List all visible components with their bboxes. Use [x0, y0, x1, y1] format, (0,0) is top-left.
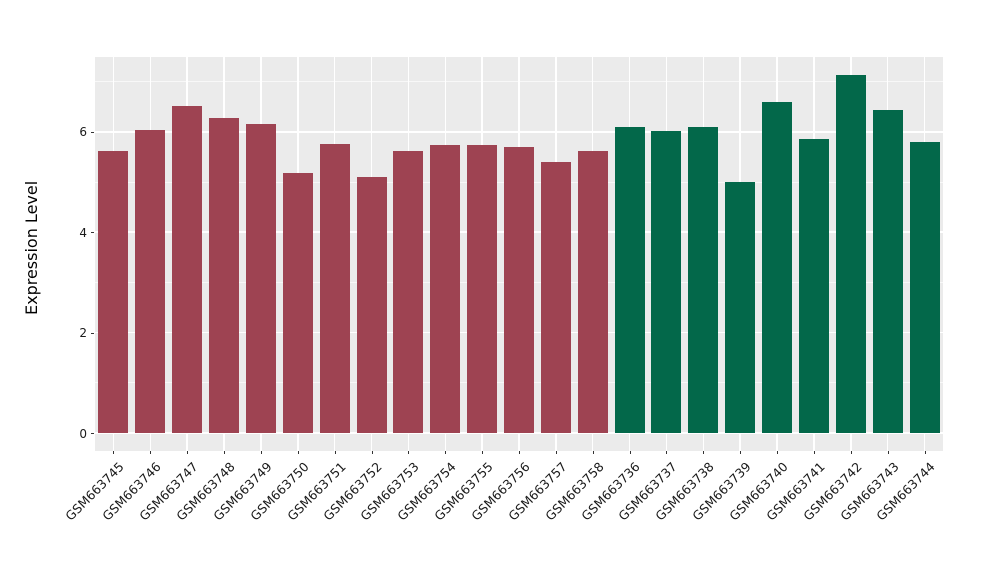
- bar-GSM663743: [872, 110, 903, 433]
- x-axis-tick-GSM663751: [334, 451, 336, 454]
- y-axis-tick-label-6: 6: [79, 125, 87, 140]
- x-axis-tick-GSM663749: [260, 451, 262, 454]
- plot-panel: [95, 57, 943, 451]
- bar-GSM663754: [430, 145, 461, 433]
- y-axis-tick-label-4: 4: [79, 225, 87, 240]
- bar-GSM663738: [688, 127, 719, 433]
- bar-GSM663736: [614, 127, 645, 433]
- bar-GSM663753: [393, 151, 424, 433]
- x-axis-tick-GSM663738: [703, 451, 705, 454]
- bar-GSM663750: [282, 172, 313, 433]
- x-axis-tick-GSM663757: [555, 451, 557, 454]
- y-axis-tick-2: [91, 332, 94, 334]
- x-axis-tick-GSM663737: [666, 451, 668, 454]
- bar-GSM663756: [504, 147, 534, 433]
- x-axis-tick-GSM663748: [224, 451, 226, 454]
- bar-GSM663740: [762, 101, 793, 433]
- bar-GSM663741: [798, 139, 829, 433]
- x-axis-tick-GSM663752: [371, 451, 373, 454]
- bar-GSM663742: [835, 74, 866, 433]
- x-axis-tick-GSM663742: [850, 451, 852, 454]
- x-axis-tick-GSM663745: [113, 451, 115, 454]
- x-axis-tick-GSM663743: [887, 451, 889, 454]
- bar-GSM663751: [319, 143, 350, 433]
- x-axis-tick-GSM663736: [629, 451, 631, 454]
- bar-GSM663746: [135, 129, 166, 433]
- x-axis-tick-GSM663754: [445, 451, 447, 454]
- y-axis-tick-0: [91, 433, 94, 434]
- bar-GSM663752: [356, 177, 387, 433]
- x-axis-tick-GSM663750: [297, 451, 299, 454]
- bar-GSM663749: [245, 123, 276, 433]
- y-axis-tick-6: [91, 131, 94, 133]
- bar-GSM663745: [98, 150, 129, 433]
- bar-GSM663739: [725, 182, 756, 433]
- x-axis-tick-GSM663758: [592, 451, 594, 454]
- x-axis-tick-GSM663756: [519, 451, 520, 454]
- bar-GSM663744: [909, 142, 940, 433]
- y-axis-tick-label-2: 2: [79, 326, 87, 341]
- bar-GSM663755: [467, 145, 498, 433]
- x-axis-tick-GSM663741: [813, 451, 815, 454]
- y-axis-tick-label-0: 0: [79, 426, 87, 441]
- x-axis-tick-GSM663744: [924, 451, 926, 454]
- bar-GSM663757: [540, 161, 571, 433]
- bar-GSM663737: [651, 131, 682, 433]
- x-axis-tick-GSM663746: [150, 451, 152, 454]
- x-axis-tick-GSM663747: [187, 451, 189, 454]
- x-axis-tick-GSM663740: [777, 451, 779, 454]
- bar-GSM663758: [577, 151, 608, 433]
- x-axis-tick-GSM663755: [482, 451, 484, 454]
- y-axis-tick-4: [91, 232, 94, 234]
- x-axis-tick-GSM663739: [740, 451, 742, 454]
- bar-GSM663747: [172, 106, 203, 433]
- x-axis-tick-GSM663753: [408, 451, 410, 454]
- y-axis-title: Expression Level: [22, 180, 41, 315]
- bar-GSM663748: [209, 118, 240, 433]
